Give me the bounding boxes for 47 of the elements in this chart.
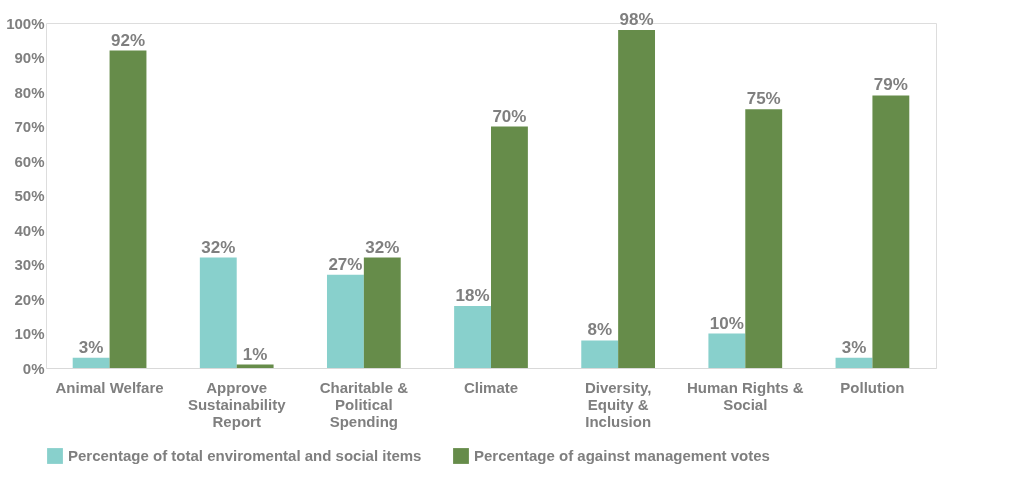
x-tick-label: Approve Sustainability Report [187,378,287,430]
data-label: 92% [110,30,146,50]
legend-label: Percentage of total enviromental and social items [68,447,422,464]
bar [363,257,401,368]
data-label: 3% [78,337,104,357]
y-tick-label: 60% [14,152,45,170]
bar [618,29,656,368]
x-tick-label: Climate [463,378,519,396]
y-tick-label: 50% [14,187,45,204]
x-tick-label: Human Rights & Social [686,378,804,413]
y-tick-label: 90% [14,49,45,66]
y-tick-label: 20% [14,290,45,308]
data-label: 18% [455,285,490,305]
legend-label: Percentage of against management votes [474,447,770,464]
data-label: 3% [841,337,867,357]
y-tick-label: 80% [14,83,45,101]
x-tick-label: Charitable & Political Spending [319,378,409,430]
data-label: 32% [365,237,400,257]
data-label: 32% [201,237,236,257]
data-label: 8% [587,320,612,340]
data-label: 98% [619,9,654,29]
bar [72,357,110,368]
bar [872,95,910,368]
data-label: 10% [709,313,744,333]
y-tick-label: 100% [6,14,45,32]
x-tick-label: Diversity, Equity & Inclusion [584,378,652,430]
data-label: 79% [873,75,908,95]
y-tick-label: 70% [14,118,45,135]
y-tick-label: 30% [14,256,45,273]
bar [109,50,147,368]
bar [581,340,619,368]
data-label: 70% [492,106,527,126]
data-label: 1% [242,344,268,364]
data-label: 75% [746,89,781,109]
data-label: 27% [328,254,363,274]
bar [199,257,237,368]
y-tick-label: 40% [14,221,45,239]
bar [326,274,364,368]
bar [491,126,528,368]
bar [745,109,783,368]
x-tick-label: Pollution [840,378,905,396]
bar [708,333,746,368]
x-tick-label: Animal Welfare [55,378,164,396]
y-tick-label: 0% [22,359,45,377]
y-tick-label: 10% [14,325,45,342]
bar [835,357,873,368]
bar [454,305,491,368]
